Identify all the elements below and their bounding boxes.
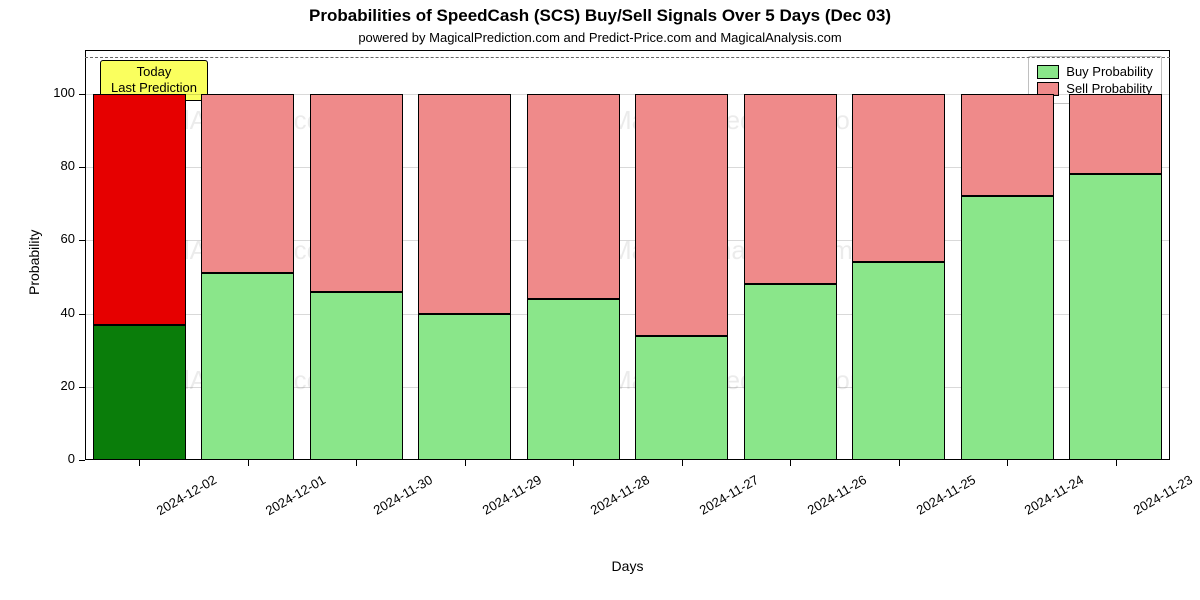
xtick-label: 2024-12-01: [263, 472, 328, 518]
ytick-label: 80: [43, 158, 75, 173]
xtick-label: 2024-12-02: [154, 472, 219, 518]
ytick-label: 100: [43, 85, 75, 100]
xtick-label: 2024-11-24: [1022, 472, 1086, 518]
xtick-label: 2024-11-28: [588, 472, 652, 518]
reference-line: [85, 57, 1170, 58]
bar-buy: [744, 284, 837, 460]
y-axis-label: Probability: [26, 230, 42, 295]
legend-label-buy: Buy Probability: [1066, 64, 1153, 79]
bar-buy: [418, 314, 511, 460]
xtick-label: 2024-11-26: [805, 472, 869, 518]
xtick-mark: [899, 460, 900, 466]
ytick-mark: [79, 314, 85, 315]
chart-subtitle: powered by MagicalPrediction.com and Pre…: [0, 30, 1200, 45]
bar-buy: [852, 262, 945, 460]
bar-buy: [201, 273, 294, 460]
x-axis-label: Days: [85, 558, 1170, 574]
ytick-mark: [79, 460, 85, 461]
ytick-mark: [79, 94, 85, 95]
xtick-mark: [139, 460, 140, 466]
xtick-label: 2024-11-27: [697, 472, 761, 518]
ytick-label: 60: [43, 231, 75, 246]
xtick-mark: [356, 460, 357, 466]
bar-sell: [1069, 94, 1162, 175]
xtick-mark: [790, 460, 791, 466]
bar-sell: [744, 94, 837, 284]
xtick-mark: [682, 460, 683, 466]
ytick-mark: [79, 240, 85, 241]
bar-sell: [852, 94, 945, 262]
xtick-mark: [248, 460, 249, 466]
xtick-mark: [1007, 460, 1008, 466]
bar-sell: [310, 94, 403, 292]
bar-sell: [961, 94, 1054, 197]
bar-sell: [93, 94, 186, 325]
bar-buy: [1069, 174, 1162, 460]
xtick-mark: [1116, 460, 1117, 466]
bar-sell: [527, 94, 620, 299]
xtick-label: 2024-11-25: [914, 472, 978, 518]
bar-sell: [635, 94, 728, 336]
legend-swatch-buy: [1037, 65, 1059, 79]
bar-buy: [635, 336, 728, 460]
today-line1: Today: [111, 64, 197, 80]
ytick-label: 40: [43, 305, 75, 320]
bar-sell: [418, 94, 511, 314]
bar-sell: [201, 94, 294, 273]
xtick-label: 2024-11-29: [480, 472, 544, 518]
ytick-mark: [79, 167, 85, 168]
bar-buy: [527, 299, 620, 460]
bar-buy: [93, 325, 186, 460]
bar-buy: [961, 196, 1054, 460]
legend-entry-buy: Buy Probability: [1037, 64, 1153, 79]
xtick-label: 2024-11-23: [1131, 472, 1195, 518]
ytick-label: 20: [43, 378, 75, 393]
chart-title: Probabilities of SpeedCash (SCS) Buy/Sel…: [0, 6, 1200, 26]
xtick-mark: [573, 460, 574, 466]
xtick-mark: [465, 460, 466, 466]
chart-container: Probabilities of SpeedCash (SCS) Buy/Sel…: [0, 0, 1200, 600]
ytick-mark: [79, 387, 85, 388]
xtick-label: 2024-11-30: [371, 472, 435, 518]
bar-buy: [310, 292, 403, 460]
ytick-label: 0: [43, 451, 75, 466]
